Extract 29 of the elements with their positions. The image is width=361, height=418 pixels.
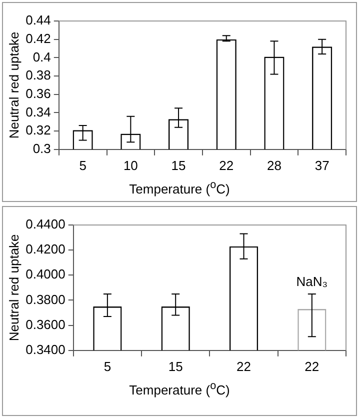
y-tick-label: 0.4 — [32, 49, 51, 64]
y-tick-label: 0.3600 — [26, 316, 66, 332]
y-tick-label: 0.38 — [26, 68, 51, 83]
x-tick-label: 22 — [236, 358, 251, 374]
y-tick-label: 0.44 — [26, 12, 51, 28]
x-tick-label: 37 — [314, 158, 330, 173]
y-tick-label: 0.36 — [26, 86, 51, 101]
y-tick-label: 0.34 — [26, 104, 51, 120]
x-tick-label: 15 — [171, 158, 186, 173]
y-tick-label: 0.4400 — [26, 216, 66, 232]
x-tick-label: 10 — [123, 158, 138, 173]
y-tick-label: 0.42 — [26, 30, 51, 46]
y-tick-label: 0.4000 — [26, 266, 66, 282]
x-axis-title: Temperature ($^{o}$C) — [128, 179, 231, 196]
x-axis-title: Temperature ($^{o}$C) — [128, 380, 231, 398]
x-tick-label: 22 — [304, 358, 320, 374]
y-axis-title: Neutral red uptake — [6, 234, 22, 342]
y-tick-label: 0.3 — [32, 140, 51, 156]
y-tick-label: 0.32 — [26, 122, 51, 138]
y-tick-label: 0.3400 — [26, 342, 66, 357]
y-tick-label: 0.4200 — [26, 242, 66, 257]
y-tick-label: 0.3800 — [26, 292, 66, 307]
annotation: NaN₃ — [296, 274, 328, 289]
x-tick-label: 28 — [266, 158, 282, 173]
y-axis-title: Neutral red uptake — [6, 32, 22, 139]
x-tick-label: 5 — [79, 158, 86, 173]
x-tick-label: 5 — [104, 358, 112, 374]
x-tick-label: 15 — [168, 358, 183, 374]
x-tick-label: 22 — [219, 158, 234, 173]
